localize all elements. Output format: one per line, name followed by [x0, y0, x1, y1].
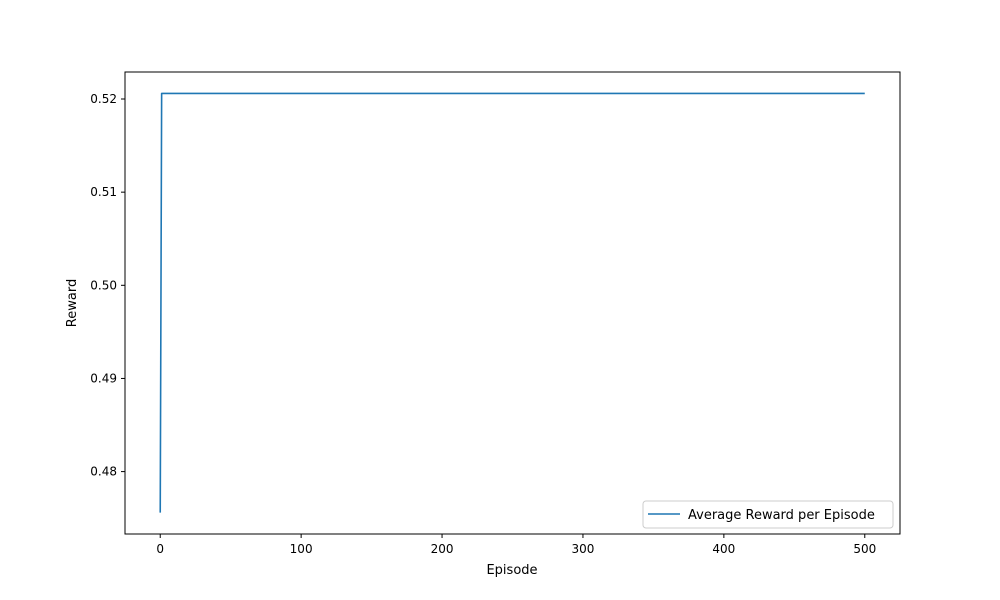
x-axis: 0 100 200 300 400 500 — [156, 534, 876, 556]
series-layer — [159, 92, 865, 513]
x-tick-label: 200 — [431, 542, 454, 556]
x-tick-label: 0 — [156, 542, 164, 556]
y-tick-label: 0.51 — [90, 185, 117, 199]
plot-background — [125, 72, 900, 534]
y-axis-label: Reward — [65, 279, 80, 327]
x-tick-label: 300 — [572, 542, 595, 556]
legend-box — [642, 500, 894, 529]
y-tick-label: 0.49 — [90, 371, 117, 385]
y-tick-label: 0.50 — [90, 278, 117, 292]
y-tick-label: 0.48 — [90, 465, 117, 479]
x-tick-label: 500 — [853, 542, 876, 556]
legend: Average Reward per Episode — [642, 500, 894, 529]
x-tick-label: 400 — [712, 542, 735, 556]
y-tick-label: 0.52 — [90, 92, 117, 106]
series-line-average-reward — [159, 92, 865, 513]
legend-label: Average Reward per Episode — [688, 508, 875, 523]
plot-area — [124, 71, 901, 535]
plot-frame — [124, 71, 901, 535]
x-axis-label: Episode — [486, 563, 537, 578]
x-tick-label: 100 — [290, 542, 313, 556]
y-axis: 0.48 0.49 0.50 0.51 0.52 — [90, 92, 125, 479]
